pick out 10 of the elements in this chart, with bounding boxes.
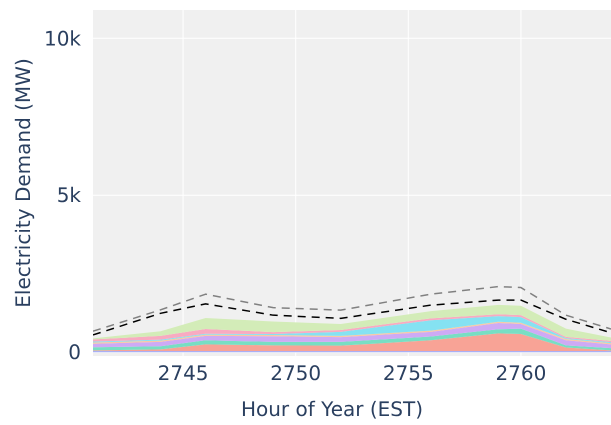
y-tick-label: 10k [44,26,82,50]
x-tick-label: 2760 [495,361,546,385]
y-axis-title: Electricity Demand (MW) [11,58,35,308]
y-tick-label: 0 [68,340,81,364]
x-tick-label: 2745 [158,361,209,385]
x-axis-title: Hour of Year (EST) [240,397,424,421]
x-tick-label: 2750 [270,361,322,385]
y-tick-label: 5k [56,183,82,208]
line-series [93,286,611,332]
x-tick-label: 2755 [382,361,434,385]
